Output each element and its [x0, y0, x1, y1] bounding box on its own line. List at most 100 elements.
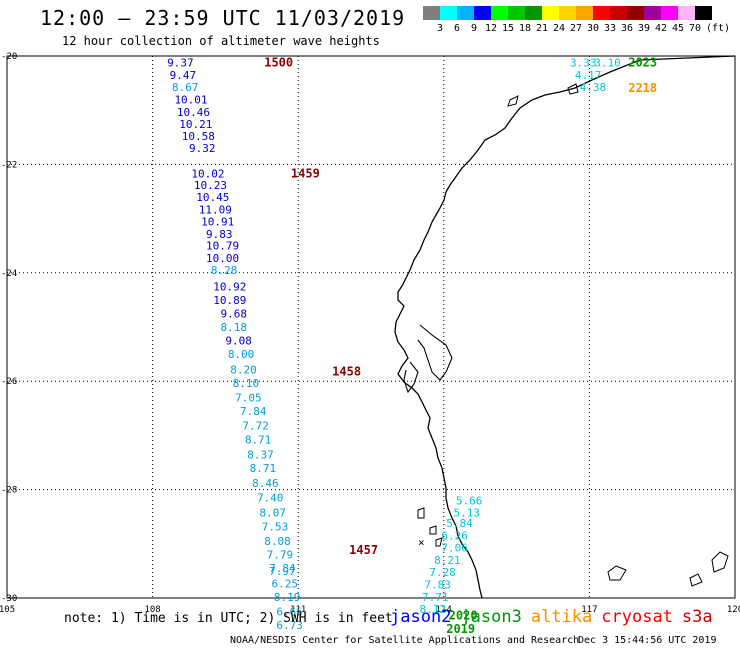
wave-height-value: 10.02	[191, 168, 224, 181]
colorbar-swatch	[576, 6, 593, 20]
wave-height-value: 8.00	[228, 348, 255, 361]
coastline-island	[711, 551, 729, 573]
wave-height-value: 10.00	[206, 252, 239, 265]
coastline-mainland	[394, 55, 736, 599]
wave-height-value: 8.08	[264, 535, 291, 548]
wave-height-value: 7.06	[441, 542, 468, 555]
colorbar-swatch	[559, 6, 576, 20]
longitude-tick-label: 117	[581, 605, 597, 615]
axis-labels: 105 108 111 114 117 120 -20 -22 -24 -26 -28 -30	[0, 52, 740, 615]
city-marker-icon: ×	[418, 536, 425, 549]
wave-height-value: 8.37	[247, 448, 273, 461]
map-frame	[6, 55, 736, 599]
wave-height-value: 6.26	[441, 530, 468, 543]
longitude-tick-label: 120	[727, 605, 740, 615]
pass-time-label: 1458	[332, 364, 361, 378]
pass-time-label: 2019	[446, 622, 475, 636]
wave-height-value: 5.13	[454, 506, 481, 519]
legend-item-s3a: s3a	[681, 607, 713, 627]
colorbar-tick-label: 15	[501, 23, 515, 34]
wave-height-value: 10.89	[213, 294, 246, 307]
wave-height-value: 4.17	[575, 69, 602, 82]
coastline-island	[435, 537, 443, 547]
legend-item-jason2: jason2	[390, 607, 452, 627]
wave-height-value: 7.28	[429, 566, 456, 579]
map-title: 12:00 – 23:59 UTC 11/03/2019	[40, 6, 406, 30]
colorbar-tick-label: 24	[552, 23, 566, 34]
footer-timestamp: Dec 3 15:44:56 UTC 2019	[578, 635, 717, 646]
legend-item-jason3: jason3	[460, 607, 522, 627]
wave-height-value: 3.33	[570, 57, 597, 70]
coastline-peninsula	[403, 361, 419, 394]
longitude-tick-label: 108	[144, 605, 160, 615]
colorbar-swatch	[610, 6, 627, 20]
latitude-tick-label: -20	[1, 52, 17, 62]
latitude-tick-label: -24	[1, 269, 17, 279]
colorbar-tick-label: 21	[535, 23, 549, 34]
wave-height-value: 7.79	[267, 549, 294, 562]
wave-height-value: 10.45	[196, 191, 229, 204]
colorbar-swatch	[542, 6, 559, 20]
satellite-legend: jason2 jason3 altika cryosat s3a	[390, 607, 722, 627]
pass-time-label: 1500	[264, 55, 293, 69]
colorbar-tick-label: 6	[453, 23, 461, 34]
coastline-island	[567, 83, 579, 95]
wave-height-value: 8.71	[250, 462, 277, 475]
wave-height-value: 7.40	[257, 492, 284, 505]
wave-height-value: 8.19	[274, 591, 301, 604]
wave-height-value: 7.97	[269, 565, 296, 578]
colorbar-tick-label: 9	[470, 23, 478, 34]
colorbar-tick-label: 42	[654, 23, 668, 34]
wave-height-value: 7.84	[269, 562, 296, 575]
wave-height-value: 9.47	[170, 69, 197, 82]
wave-height-value: 10.79	[206, 240, 239, 253]
longitude-tick-label: 105	[0, 605, 15, 615]
wave-height-value: 7.53	[262, 520, 289, 533]
wave-height-value: 9.37	[167, 57, 194, 70]
pass-time-label: 1457	[349, 543, 378, 557]
map-border	[6, 55, 736, 599]
colorbar-tick-label: 36	[620, 23, 634, 34]
wave-height-value: 6.73	[276, 619, 303, 632]
wave-height-value: 8.28	[211, 264, 238, 277]
coastline: ×	[394, 55, 736, 599]
coastline-island	[417, 507, 425, 519]
colorbar-tick-label: 45	[671, 23, 685, 34]
colorbar-swatch	[474, 6, 491, 20]
latitude-tick-label: -26	[1, 377, 17, 387]
wave-height-value: 9.83	[206, 228, 233, 241]
wave-height-value: 7.05	[235, 391, 262, 404]
longitude-tick-label: 111	[290, 605, 306, 615]
wave-height-value: 10.23	[194, 179, 227, 192]
colorbar-tick-label: 70	[688, 23, 702, 34]
wave-height-value: 8.71	[245, 434, 272, 447]
colorbar-swatch	[678, 6, 695, 20]
wave-height-value: 8.12	[420, 603, 447, 616]
wave-height-value: 9.68	[221, 307, 248, 320]
colorbar-swatch	[644, 6, 661, 20]
wave-height-value: 6.25	[272, 577, 299, 590]
wave-height-value: 7.71	[422, 591, 449, 604]
colorbar-swatch	[695, 6, 712, 20]
wave-height-value: 3.10	[594, 57, 621, 70]
wave-height-value: 10.01	[174, 93, 207, 106]
latitude-tick-label: -30	[1, 594, 17, 604]
wave-height-value: 6.65	[276, 606, 303, 619]
wave-height-value: 8.67	[172, 81, 199, 94]
wave-height-value: 9.08	[225, 335, 252, 348]
colorbar-tick-label: 39	[637, 23, 651, 34]
colorbar-swatch	[593, 6, 610, 20]
lat-lon-grid	[7, 56, 735, 598]
colorbar-swatch	[525, 6, 542, 20]
units-note: note: 1) Time is in UTC; 2) SWH is in fe…	[64, 611, 393, 626]
wave-height-value: 8.10	[233, 377, 260, 390]
colorbar-tick-label: 33	[603, 23, 617, 34]
footer-credit: NOAA/NESDIS Center for Satellite Applica…	[230, 635, 580, 646]
colorbar-unit: (ft)	[706, 23, 731, 34]
wave-height-value: 8.07	[259, 506, 286, 519]
latitude-tick-label: -28	[1, 486, 17, 496]
wave-height-value: 7.72	[242, 420, 268, 433]
